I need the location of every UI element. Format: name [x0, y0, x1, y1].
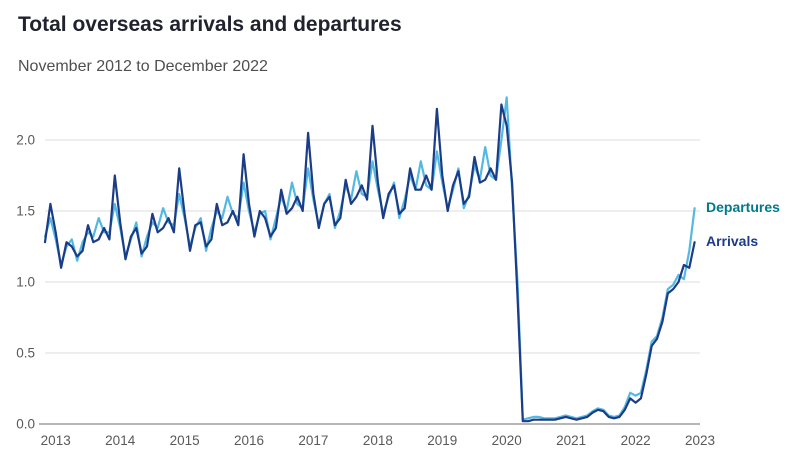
x-tick-label: 2023 [685, 433, 715, 448]
series-line-departures [43, 96, 696, 421]
x-tick-label: 2018 [363, 433, 393, 448]
x-tick-label: 2017 [298, 433, 328, 448]
x-tick-label: 2022 [621, 433, 651, 448]
x-tick-label: 2014 [105, 433, 136, 448]
series-label-arrivals: Arrivals [706, 233, 759, 249]
x-tick-label: 2015 [170, 433, 200, 448]
x-tick-label: 2013 [41, 433, 71, 448]
x-tick-label: 2021 [556, 433, 586, 448]
y-tick-label: 1.0 [16, 275, 35, 290]
y-tick-label: 2.0 [16, 133, 35, 148]
x-tick-label: 2020 [492, 433, 522, 448]
series-line-arrivals [43, 103, 696, 423]
chart-subtitle: November 2012 to December 2022 [18, 58, 268, 75]
y-tick-label: 0.0 [16, 417, 35, 432]
x-tick-label: 2019 [427, 433, 457, 448]
y-tick-label: 0.5 [16, 346, 35, 361]
y-tick-label: 1.5 [16, 204, 35, 219]
x-tick-label: 2016 [234, 433, 264, 448]
chart-title: Total overseas arrivals and departures [18, 13, 402, 36]
series-label-departures: Departures [706, 199, 780, 215]
